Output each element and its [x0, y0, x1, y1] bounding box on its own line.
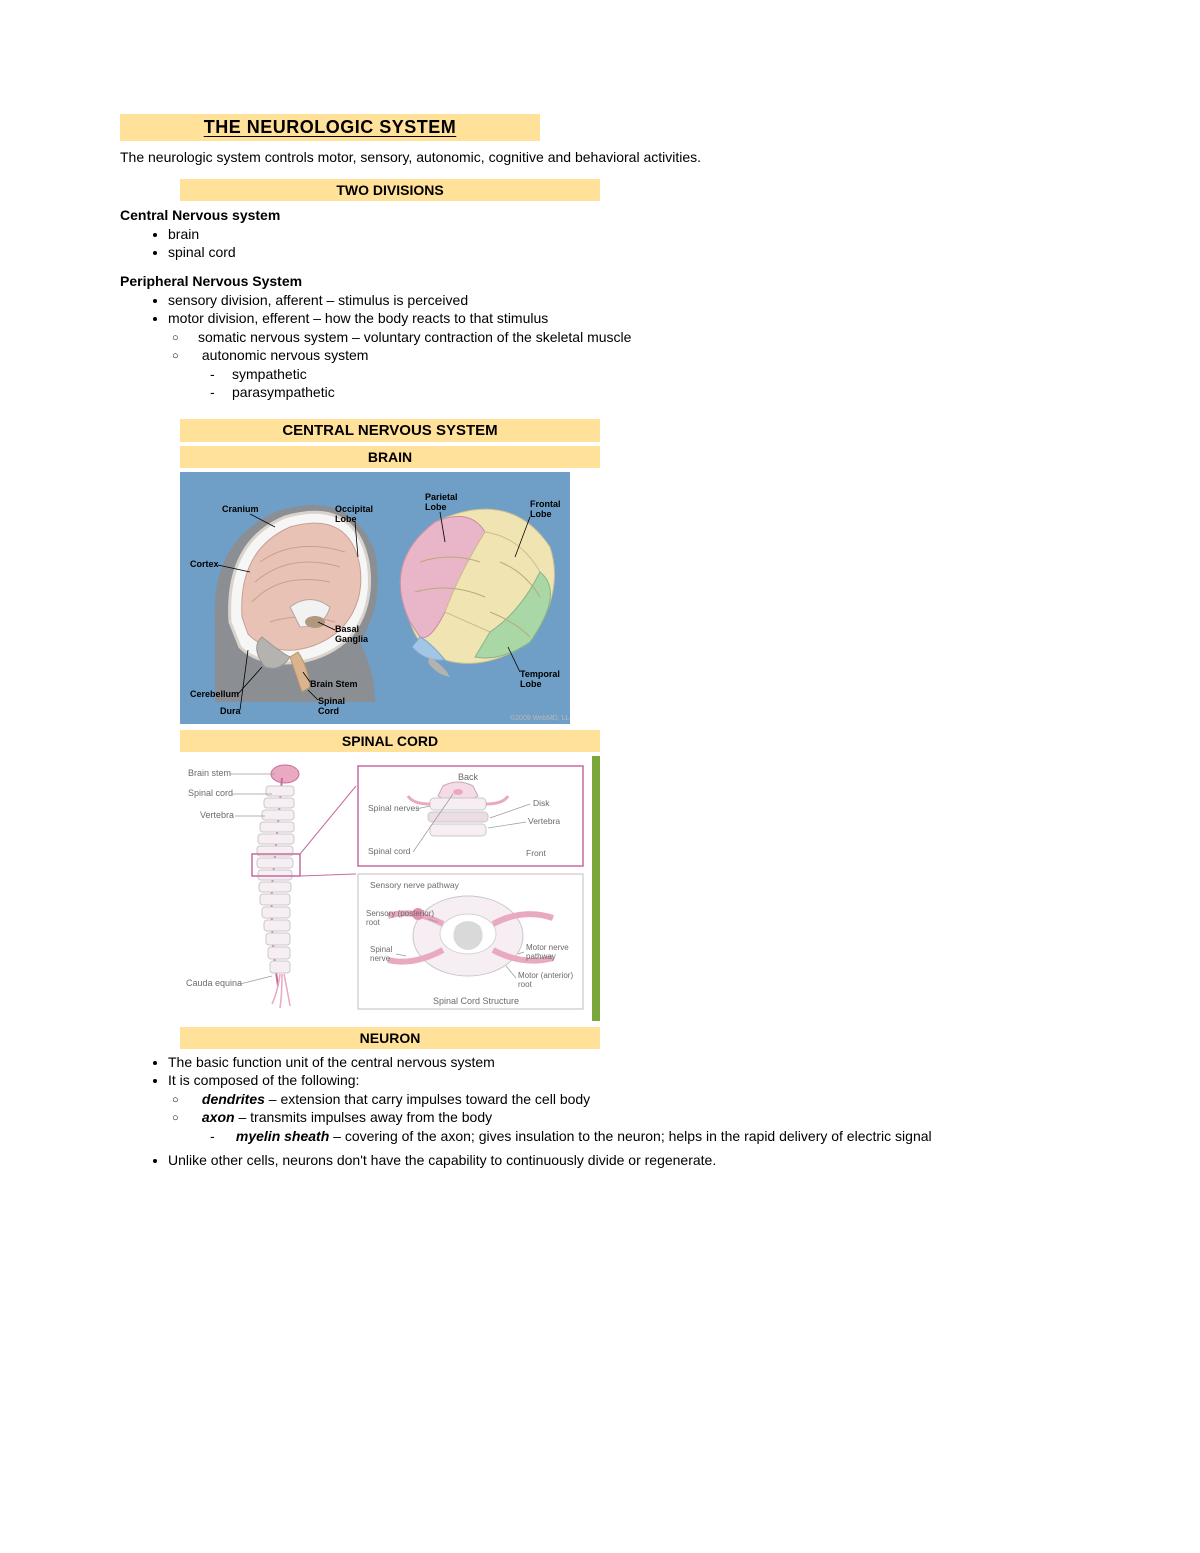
cns-band: CENTRAL NERVOUS SYSTEM [180, 419, 600, 442]
cns-heading: Central Nervous system [120, 207, 1080, 223]
pns-heading: Peripheral Nervous System [120, 273, 1080, 289]
label-cauda: Cauda equina [186, 978, 242, 988]
term-axon-text: – transmits impulses away from the body [235, 1109, 493, 1125]
list-item-text: motor division, efferent – how the body … [168, 310, 548, 326]
list-item: axon – transmits impulses away from the … [198, 1108, 1080, 1148]
brain-figure: Cranium Cortex OccipitalLobe BasalGangli… [180, 472, 1080, 724]
spinal-figure: Brain stem Spinal cord Vertebra Cauda eq… [180, 756, 1080, 1021]
figure-credit: ©2009 WebMD, LLC. [510, 714, 570, 722]
list-item: dendrites – extension that carry impulse… [198, 1090, 1080, 1108]
list-item-text: It is composed of the following: [168, 1072, 359, 1088]
term-myelin: myelin sheath [236, 1128, 329, 1144]
svg-text:Vertebra: Vertebra [528, 816, 560, 826]
list-item: spinal cord [168, 243, 1080, 261]
term-myelin-text: – covering of the axon; gives insulation… [329, 1128, 931, 1144]
svg-text:Spinal Cord Structure: Spinal Cord Structure [433, 996, 519, 1006]
list-item: somatic nervous system – voluntary contr… [198, 328, 1080, 346]
list-item: myelin sheath – covering of the axon; gi… [232, 1127, 1080, 1145]
label-cranium: Cranium [222, 504, 259, 514]
label-spinalcord: Spinal cord [188, 788, 233, 798]
cns-header: CENTRAL NERVOUS SYSTEM [282, 422, 497, 439]
axon-sublist: myelin sheath – covering of the axon; gi… [198, 1127, 1080, 1145]
list-item-text: autonomic nervous system [202, 347, 369, 363]
list-item: It is composed of the following: dendrit… [168, 1071, 1080, 1151]
svg-text:Sensory nerve pathway: Sensory nerve pathway [370, 880, 460, 890]
list-item: The basic function unit of the central n… [168, 1053, 1080, 1071]
label-brainstem2: Brain stem [188, 768, 231, 778]
spinal-diagram-icon: Brain stem Spinal cord Vertebra Cauda eq… [180, 756, 600, 1021]
brain-band: BRAIN [180, 446, 600, 468]
svg-text:Front: Front [526, 848, 546, 858]
brain-header: BRAIN [368, 449, 412, 465]
motor-sublist: somatic nervous system – voluntary contr… [168, 328, 1080, 404]
svg-text:Back: Back [458, 772, 479, 782]
list-item: sympathetic [232, 365, 1080, 383]
svg-text:Spinal cord: Spinal cord [368, 846, 411, 856]
svg-text:Spinal nerves: Spinal nerves [368, 803, 420, 813]
svg-text:Disk: Disk [533, 798, 550, 808]
list-item: parasympathetic [232, 383, 1080, 401]
spinal-header: SPINAL CORD [342, 733, 438, 749]
main-title: THE NEUROLOGIC SYSTEM [204, 117, 457, 137]
neuron-components: dendrites – extension that carry impulse… [168, 1090, 1080, 1148]
term-dendrites-text: – extension that carry impulses toward t… [265, 1091, 590, 1107]
list-item: autonomic nervous system sympathetic par… [198, 346, 1080, 404]
brain-diagram-icon: Cranium Cortex OccipitalLobe BasalGangli… [180, 472, 570, 724]
neuron-band: NEURON [180, 1027, 600, 1049]
spinal-band: SPINAL CORD [180, 730, 600, 752]
pns-list: sensory division, afferent – stimulus is… [120, 291, 1080, 407]
svg-text:Spinalnerve: Spinalnerve [370, 945, 392, 963]
autonomic-sublist: sympathetic parasympathetic [198, 365, 1080, 401]
list-item: Unlike other cells, neurons don't have t… [168, 1151, 1080, 1169]
label-cerebellum: Cerebellum [190, 689, 239, 699]
label-brainstem: Brain Stem [310, 679, 358, 689]
term-axon: axon [202, 1109, 235, 1125]
label-vertebra: Vertebra [200, 810, 234, 820]
term-dendrites: dendrites [202, 1091, 265, 1107]
main-title-band: THE NEUROLOGIC SYSTEM [120, 114, 540, 141]
list-item: sensory division, afferent – stimulus is… [168, 291, 1080, 309]
list-item: brain [168, 225, 1080, 243]
neuron-header: NEURON [360, 1030, 421, 1046]
label-dura: Dura [220, 706, 241, 716]
list-item: motor division, efferent – how the body … [168, 309, 1080, 407]
document-page: THE NEUROLOGIC SYSTEM The neurologic sys… [0, 0, 1200, 1553]
cns-list: brain spinal cord [120, 225, 1080, 261]
label-cortex: Cortex [190, 559, 219, 569]
neuron-list: The basic function unit of the central n… [120, 1053, 1080, 1169]
divisions-header: TWO DIVISIONS [336, 182, 443, 198]
divisions-band: TWO DIVISIONS [180, 179, 600, 201]
intro-text: The neurologic system controls motor, se… [120, 149, 1080, 165]
